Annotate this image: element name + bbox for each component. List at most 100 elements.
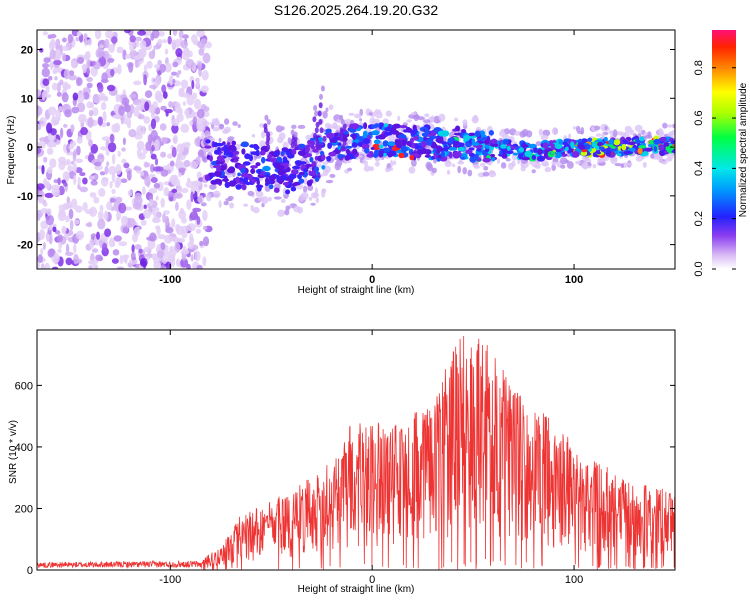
- spectrogram-signal-blob: [282, 181, 290, 186]
- spectrogram-noise-blob: [39, 117, 47, 127]
- spectrogram-halo-blob: [659, 131, 665, 136]
- spectrogram-noise-blob: [65, 251, 74, 256]
- spectrogram-signal-blob: [363, 130, 368, 136]
- spectrogram-halo-blob: [457, 165, 462, 174]
- spectrogram-signal-blob: [401, 139, 407, 146]
- spectrogram-noise-blob: [129, 93, 137, 99]
- spectrogram-marks: [37, 30, 675, 269]
- spectrogram-signal-blob: [363, 122, 368, 130]
- spectrogram-noise-blob: [137, 152, 146, 160]
- spectrogram-spike-blob: [342, 139, 347, 146]
- spectrogram-noise-blob: [111, 188, 116, 195]
- spectrogram-noise-blob: [176, 184, 182, 194]
- spectrogram-spike-blob: [266, 131, 271, 138]
- spectrogram-spike-blob: [339, 135, 344, 142]
- spectrogram-halo-blob: [310, 202, 316, 206]
- spectrogram-signal-blob: [597, 141, 604, 147]
- spectrogram-noise-blob: [178, 88, 185, 93]
- spectrogram-noise-blob: [41, 164, 45, 175]
- spectrogram-noise-blob: [182, 92, 191, 98]
- spectrogram-signal-blob: [471, 138, 476, 144]
- spectrogram-signal-blob: [558, 139, 564, 145]
- colorbar-tick-label: 0.6: [693, 110, 705, 125]
- snr-xtick-label: -100: [159, 574, 181, 586]
- spectrogram-signal-blob: [240, 168, 246, 174]
- spectrogram-noise-blob: [154, 106, 161, 115]
- spectrogram-halo-blob: [634, 124, 643, 132]
- spectrogram-signal-blob: [578, 145, 586, 150]
- spectrogram-noise-blob: [97, 211, 102, 220]
- spectrogram-noise-blob: [202, 236, 210, 247]
- spectrogram-noise-blob: [198, 48, 205, 56]
- spectrogram-signal-blob: [226, 141, 231, 147]
- colorbar: 0.0 0.2 0.4 0.6 0.8 Normalized spectral ampl…: [693, 30, 749, 277]
- spectrogram-noise-blob: [95, 48, 104, 59]
- spectrogram-signal-blob: [483, 139, 491, 145]
- spectrogram-noise-blob: [82, 63, 87, 74]
- spectrogram-halo-blob: [540, 134, 549, 141]
- spectrogram-signal-blob: [214, 170, 223, 178]
- spectrogram-halo-blob: [458, 158, 463, 164]
- spectrogram-halo-blob: [322, 110, 328, 119]
- spectrogram-signal-blob: [298, 143, 306, 149]
- spectrogram-noise-blob: [46, 122, 53, 134]
- spectrogram-spike-blob: [319, 93, 323, 100]
- spectrogram-halo-blob: [552, 158, 559, 163]
- spectrogram-noise-blob: [180, 40, 188, 49]
- spectrogram-halo-blob: [364, 160, 368, 167]
- spectrogram-noise-blob: [124, 54, 132, 59]
- spectrogram-noise-blob: [171, 218, 176, 228]
- spectrogram-halo-blob: [232, 121, 238, 126]
- spectrogram-noise-blob: [180, 123, 190, 133]
- spectrogram-noise-blob: [204, 130, 211, 138]
- spectrogram-noise-blob: [101, 177, 109, 182]
- spectrogram-noise-blob: [129, 104, 135, 115]
- spectrogram-spike-blob: [264, 114, 269, 121]
- spectrogram-noise-blob: [49, 248, 55, 257]
- spectrogram-halo-blob: [542, 129, 551, 137]
- spectrogram-noise-blob: [172, 134, 178, 145]
- spectrogram-halo-blob: [544, 166, 552, 173]
- colorbar-tick-label: 0.0: [693, 261, 705, 276]
- spectrogram-signal-blob: [453, 141, 458, 146]
- spectrogram-signal-blob: [453, 151, 462, 159]
- spectrogram-noise-blob: [90, 263, 99, 269]
- spectrogram-halo-blob: [417, 116, 425, 121]
- spectrogram-noise-blob: [82, 202, 88, 212]
- spectrogram-signal-blob: [306, 180, 313, 187]
- snr-ytick-label: 0: [27, 565, 33, 577]
- spectrogram-halo-blob: [206, 193, 212, 202]
- spectrogram-noise-blob: [47, 166, 53, 174]
- spectrogram-noise-blob: [155, 225, 161, 230]
- spectrogram-signal-blob: [216, 164, 221, 170]
- spectrogram-noise-blob: [196, 264, 203, 269]
- spectrogram-signal-blob: [383, 123, 389, 127]
- spectrogram-signal-blob: [392, 123, 401, 129]
- spectrogram-noise-blob: [179, 207, 184, 215]
- spectrogram-signal-blob: [303, 168, 309, 173]
- spectrogram-noise-blob: [176, 237, 186, 243]
- spectrogram-ytick-label: 20: [21, 45, 33, 57]
- spectrogram-signal-blob: [491, 157, 496, 162]
- spectrogram-halo-blob: [202, 120, 210, 127]
- spectrogram-noise-blob: [47, 34, 53, 39]
- spectrogram-signal-blob: [313, 166, 320, 172]
- spectrogram-noise-blob: [76, 77, 83, 86]
- spectrogram-noise-blob: [65, 215, 70, 223]
- spectrogram-noise-blob: [134, 244, 142, 250]
- spectrogram-noise-blob: [181, 225, 189, 234]
- spectrogram-halo-blob: [261, 131, 266, 139]
- spectrogram-signal-blob: [457, 146, 465, 152]
- spectrogram-signal-blob: [598, 146, 605, 150]
- spectrogram-noise-blob: [131, 244, 135, 253]
- spectrogram-noise-blob: [49, 158, 57, 169]
- spectrogram-signal-blob: [244, 153, 251, 160]
- spectrogram-noise-blob: [106, 161, 110, 167]
- spectrogram-halo-blob: [372, 118, 380, 124]
- spectrogram-halo-blob: [329, 173, 336, 178]
- spectrogram-halo-blob: [213, 190, 221, 199]
- spectrogram-noise-blob: [104, 228, 112, 237]
- spectrogram-signal-blob: [297, 150, 306, 157]
- spectrogram-noise-blob: [37, 106, 43, 116]
